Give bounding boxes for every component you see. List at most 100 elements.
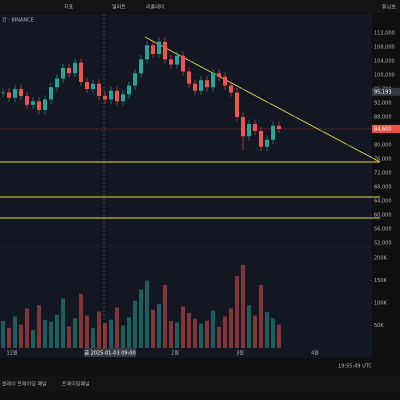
bottom-tabs — [0, 376, 400, 391]
y-tick-label: 72,000 — [374, 171, 392, 177]
toolbar-item[interactable]: 얼러트 — [112, 4, 126, 11]
candle-body — [43, 99, 47, 110]
candle-body — [13, 89, 17, 98]
y-tick-label: 104,000 — [374, 59, 395, 65]
toolbar-item[interactable]: 리플레이 — [146, 4, 164, 11]
volume-bar — [7, 327, 11, 348]
volume-bar — [43, 320, 47, 348]
time-label: 금 2025-01-03 09:00 — [84, 351, 135, 357]
time-label: 2월 — [171, 350, 179, 357]
candle-body — [103, 96, 107, 100]
volume-bar — [73, 318, 77, 348]
volume-bar — [163, 285, 167, 348]
volume-tick-label: 50K — [374, 323, 384, 329]
candle-body — [31, 101, 35, 105]
candle-body — [211, 73, 215, 88]
candle-body — [229, 85, 233, 93]
toolbar — [0, 0, 400, 13]
candle-body — [181, 55, 185, 72]
candle-body — [217, 73, 221, 77]
volume-bar — [241, 264, 245, 348]
volume-bar — [49, 321, 53, 348]
volume-bar — [13, 316, 17, 348]
tab[interactable]: 트레이딩패널 — [62, 381, 90, 388]
candle-body — [241, 117, 245, 137]
candle-body — [19, 89, 23, 96]
volume-tick-label: 100K — [374, 301, 388, 307]
y-tick-label: 68,000 — [374, 185, 392, 191]
time-label: 12월 — [7, 350, 18, 357]
y-tick-label: 76,000 — [374, 157, 392, 163]
candle-body — [193, 83, 197, 91]
candle-body — [253, 124, 257, 131]
tab[interactable]: 를레이 트레이딩 패널 — [2, 381, 47, 388]
candle-body — [91, 83, 95, 89]
candle-body — [109, 90, 113, 100]
time-label: 4월 — [311, 350, 319, 357]
candle-body — [73, 62, 77, 74]
volume-bar — [223, 316, 227, 348]
volume-bar — [235, 276, 239, 348]
volume-bar — [61, 298, 65, 348]
volume-bar — [109, 319, 113, 348]
y-tick-label: 100,000 — [374, 73, 395, 79]
volume-bar — [127, 317, 131, 348]
candle-body — [169, 59, 173, 65]
candle-body — [187, 71, 191, 84]
volume-bar — [91, 328, 95, 348]
volume-bar — [217, 326, 221, 348]
candle-body — [247, 124, 251, 137]
time-axis — [0, 348, 372, 358]
volume-bar — [145, 280, 149, 348]
volume-bar — [97, 311, 101, 348]
volume-bar — [55, 314, 59, 348]
candle-body — [223, 76, 227, 86]
candle-body — [49, 87, 53, 100]
volume-bar — [139, 289, 143, 348]
price-label-box — [372, 87, 400, 96]
candle-body — [67, 68, 71, 74]
candle-body — [61, 68, 65, 79]
candle-body — [7, 92, 11, 98]
candle-body — [271, 125, 275, 140]
y-tick-label: 80,000 — [374, 143, 392, 149]
volume-bar — [121, 325, 125, 348]
toolbar-item[interactable]: 튜닝보 — [382, 4, 396, 11]
candle-body — [205, 80, 209, 88]
candle-body — [235, 92, 239, 117]
volume-bar — [79, 294, 83, 348]
volume-bar — [199, 323, 203, 348]
volume-bar — [115, 307, 119, 348]
y-tick-label: 56,000 — [374, 227, 392, 233]
volume-bar — [253, 315, 257, 348]
volume-bar — [85, 315, 89, 348]
candle-body — [259, 131, 263, 147]
price-label: 95,193 — [374, 89, 392, 95]
last-label: 84,600 — [374, 126, 392, 132]
toolbar-item[interactable]: 지표 — [64, 4, 74, 11]
volume-bar — [211, 310, 215, 348]
candle-body — [25, 96, 29, 105]
candle-body — [139, 59, 143, 74]
volume-bar — [19, 324, 23, 348]
candle-body — [277, 125, 281, 129]
volume-bar — [1, 321, 5, 348]
y-tick-label: 112,000 — [374, 31, 395, 37]
volume-bar — [169, 321, 173, 348]
volume-bar — [193, 318, 197, 348]
volume-bar — [247, 305, 251, 348]
volume-bar — [103, 323, 107, 348]
crosshair-time-box — [84, 348, 136, 357]
volume-bar — [277, 324, 281, 348]
candle-body — [85, 82, 89, 89]
candle-body — [1, 92, 5, 94]
candle-body — [55, 78, 59, 88]
candle-body — [115, 90, 119, 102]
volume-tick-label: 150K — [374, 278, 388, 284]
volume-bar — [187, 312, 191, 348]
y-tick-label: 64,000 — [374, 199, 392, 205]
candle-body — [121, 94, 125, 102]
volume-bar — [259, 285, 263, 348]
volume-bar — [151, 309, 155, 348]
